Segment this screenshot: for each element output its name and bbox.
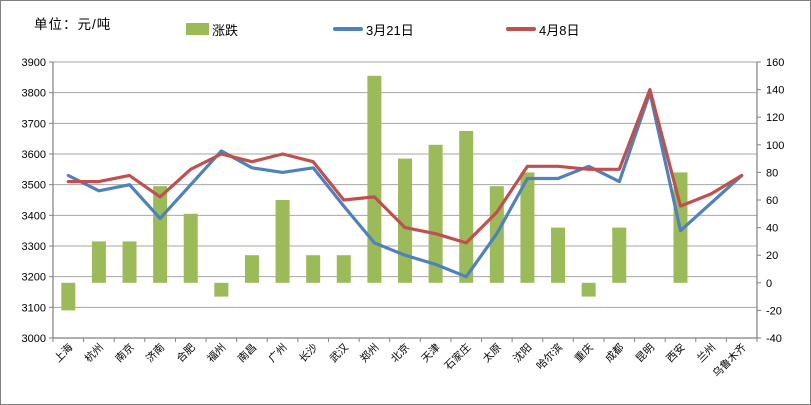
legend-bar-swatch-icon	[186, 23, 209, 35]
legend-label-march21: 3月21日	[366, 22, 414, 38]
x-axis-label-郑州: 郑州	[357, 341, 381, 365]
x-axis-label-西安: 西安	[664, 341, 688, 365]
x-axis-label-哈尔滨: 哈尔滨	[534, 341, 566, 373]
line-3月21日	[66, 91, 744, 279]
bar-上海	[61, 282, 76, 311]
y-axis-left-label: 3500	[22, 180, 46, 192]
bar-武汉	[336, 255, 351, 283]
x-axis-label-重庆: 重庆	[572, 341, 596, 365]
bar-合肥	[183, 213, 198, 283]
y-axis-right-label: -20	[766, 305, 782, 317]
y-axis-left-label: 3700	[22, 118, 46, 130]
y-axis-right-label: 40	[766, 223, 778, 235]
y-axis-right-label: 20	[766, 250, 778, 262]
bar-沈阳	[520, 172, 535, 283]
y-axis-right-label: -40	[766, 333, 782, 345]
x-axis-label-乌鲁木齐: 乌鲁木齐	[710, 341, 749, 380]
x-axis-label-武汉: 武汉	[327, 341, 351, 365]
bar-济南	[153, 186, 168, 283]
bar-哈尔滨	[551, 227, 566, 283]
line-4月8日	[66, 87, 744, 245]
x-axis-label-成都: 成都	[603, 341, 627, 365]
legend-label-april8: 4月8日	[539, 22, 580, 38]
bar-杭州	[91, 241, 106, 283]
legend-item-change: 涨跌	[186, 22, 239, 38]
x-axis-label-昆明: 昆明	[634, 342, 657, 365]
bar-成都	[612, 227, 627, 283]
bar-石家庄	[459, 131, 474, 283]
bar-郑州	[367, 75, 382, 283]
y-axis-right-label: 80	[766, 167, 778, 179]
bar-福州	[214, 282, 229, 297]
y-axis-right-label: 0	[766, 278, 772, 290]
x-axis-label-杭州: 杭州	[82, 341, 106, 365]
y-axis-right-label: 160	[766, 57, 784, 69]
y-axis-left-label: 3900	[22, 57, 46, 69]
y-axis-left-label: 3600	[22, 149, 46, 161]
y-axis-left-label: 3800	[22, 88, 46, 100]
bar-南昌	[244, 255, 259, 283]
legend-item-april8: 4月8日	[506, 22, 580, 38]
y-axis-left-label: 3200	[22, 272, 46, 284]
x-axis-label-石家庄: 石家庄	[442, 341, 473, 372]
y-axis-left-label: 3000	[22, 333, 46, 345]
bar-南京	[122, 241, 137, 283]
x-axis-label-福州: 福州	[204, 341, 228, 365]
x-axis-label-天津: 天津	[419, 341, 443, 365]
x-axis-label-南京: 南京	[113, 341, 137, 365]
x-axis-label-长沙: 长沙	[297, 341, 321, 365]
x-axis-label-兰州: 兰州	[694, 341, 718, 365]
x-axis-label-南昌: 南昌	[235, 341, 259, 365]
legend-line-april8-swatch-icon	[506, 27, 536, 31]
y-axis-right-label: 60	[766, 195, 778, 207]
legend-item-march21: 3月21日	[333, 22, 414, 38]
y-axis-left-label: 3100	[22, 302, 46, 314]
x-axis-label-济南: 济南	[143, 341, 167, 365]
y-axis-right-label: 140	[766, 85, 784, 97]
legend-label-change: 涨跌	[212, 22, 239, 38]
x-axis-label-合肥: 合肥	[174, 341, 198, 365]
x-axis-label-北京: 北京	[388, 341, 412, 365]
y-axis-right-label: 120	[766, 112, 784, 124]
x-axis-label-沈阳: 沈阳	[510, 341, 534, 365]
bar-重庆	[581, 282, 596, 297]
y-axis-left-label: 3400	[22, 210, 46, 222]
bar-长沙	[306, 255, 321, 283]
unit-label: 单位：元/吨	[34, 17, 112, 32]
bar-广州	[275, 200, 290, 283]
y-axis-right-label: 100	[766, 140, 784, 152]
legend-line-march21-swatch-icon	[333, 27, 363, 31]
bar-北京	[398, 158, 412, 283]
x-axis-label-太原: 太原	[480, 341, 504, 365]
bar-天津	[428, 144, 443, 283]
y-axis-left-label: 3300	[22, 241, 46, 253]
x-axis-label-广州: 广州	[266, 342, 289, 365]
x-axis-label-上海: 上海	[51, 341, 75, 365]
